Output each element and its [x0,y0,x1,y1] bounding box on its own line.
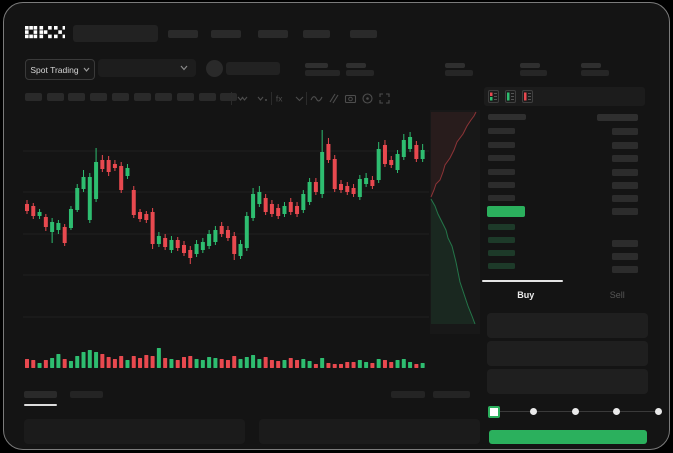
bottom-tab-orders[interactable] [24,391,57,398]
token-avatar [206,60,223,77]
market-mode-selector[interactable]: Spot Trading [25,59,95,80]
timeframe-option[interactable] [111,93,129,101]
timeframe-option[interactable] [198,93,216,101]
ask-row[interactable] [488,128,515,134]
trade-tabs: Buy Sell [480,286,663,304]
wave-icon[interactable] [310,92,323,105]
bottom-tab-history[interactable] [70,391,103,398]
book-tab-underline [482,280,563,282]
double-chevron-icon[interactable] [236,92,249,105]
top-nav [3,2,670,52]
book-header-amount [597,114,638,121]
timeframe-option[interactable] [90,93,108,101]
bottom-link[interactable] [433,391,470,398]
camera-icon[interactable] [344,92,357,105]
ask-row[interactable] [488,195,515,201]
book-bids-icon[interactable] [505,90,516,103]
bid-row[interactable] [488,263,515,269]
chevron-down-icon[interactable] [293,92,306,105]
bid-row[interactable] [488,224,515,230]
slider-handle[interactable] [487,406,500,418]
book-asks-icon[interactable] [522,90,533,103]
fullscreen-icon[interactable] [378,92,391,105]
draw-tools-icon[interactable] [327,92,340,105]
amount-slider[interactable] [487,402,664,420]
depth-chart[interactable] [430,110,480,334]
nav-item[interactable] [258,30,288,38]
nav-item[interactable] [303,30,330,38]
bid-row[interactable] [488,237,515,243]
ask-size-row[interactable] [612,128,638,135]
book-both-icon[interactable] [488,90,499,103]
tab-buy[interactable]: Buy [517,290,535,300]
bid-size-row[interactable] [612,253,638,260]
ask-size-row[interactable] [612,208,638,215]
tab-sell[interactable]: Sell [609,290,625,300]
nav-item[interactable] [211,30,241,38]
timeframe-option[interactable] [68,93,86,101]
pair-title-placeholder [226,62,280,75]
orders-empty-panel [24,419,245,444]
bid-size-row[interactable] [612,266,638,273]
timeframe-option[interactable] [176,93,194,101]
slider-stop[interactable] [530,407,537,415]
pair-selector[interactable] [98,59,196,77]
okx-logo [25,26,65,39]
timeframe-option[interactable] [133,93,151,101]
ask-size-row[interactable] [612,182,638,189]
dial-icon[interactable] [361,92,374,105]
search-input[interactable] [73,25,158,42]
timeframe-option[interactable] [155,93,173,101]
fx-indicator-icon[interactable]: fx [275,92,288,105]
ask-size-row[interactable] [612,169,638,176]
chart-toolbar [3,88,433,108]
bottom-link[interactable] [391,391,425,398]
timeframe-option[interactable] [46,93,64,101]
svg-text:fx: fx [276,94,283,104]
amount-input[interactable] [487,341,648,366]
candlestick-chart[interactable] [23,110,429,334]
app-window: Spot Trading fx [3,2,670,450]
price-input[interactable] [487,313,648,338]
timeframe-option[interactable] [25,93,42,101]
market-mode-label: Spot Trading [30,64,79,75]
nav-item[interactable] [350,30,377,38]
slider-stop[interactable] [571,407,579,415]
active-tab-underline [24,404,57,406]
book-header-price [488,114,526,120]
ask-row[interactable] [488,155,515,161]
order-book-panel [480,84,666,284]
orders-empty-panel [259,419,480,444]
ask-row[interactable] [488,142,515,148]
bid-row[interactable] [488,250,515,256]
ask-size-row[interactable] [612,142,638,149]
total-input[interactable] [487,369,648,394]
slider-stop[interactable] [613,407,620,415]
bid-size-row[interactable] [612,240,638,247]
ask-row[interactable] [488,182,515,188]
chevron-down-icon [180,65,188,71]
chevron-dot-icon[interactable] [256,92,269,105]
buy-submit-button[interactable] [489,430,647,444]
chevron-down-icon [83,67,90,72]
last-price-bar[interactable] [487,206,525,217]
ask-size-row[interactable] [612,155,638,162]
volume-chart [25,348,425,368]
ask-size-row[interactable] [612,195,638,202]
slider-stop[interactable] [654,407,662,415]
nav-item[interactable] [168,30,198,38]
ask-row[interactable] [488,169,515,175]
depth-chart-panel [430,110,480,334]
timeframe-option[interactable] [220,93,238,101]
